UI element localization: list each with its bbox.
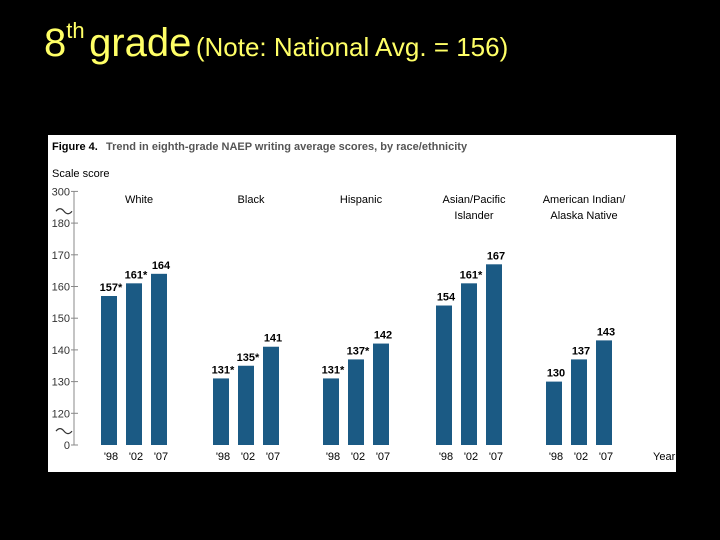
y-axis-title: Scale score [52,168,109,180]
group-label: Hispanic [340,194,383,206]
x-tick-label: '02 [351,451,365,463]
chart-figure: Figure 4. Trend in eighth-grade NAEP wri… [48,135,676,472]
bar-value-label: 137 [572,345,590,357]
group-label: Islander [454,210,493,222]
group-label: Alaska Native [550,210,617,222]
title-note: (Note: National Avg. = 156) [195,32,509,62]
group-label: White [125,194,153,206]
y-tick-label: 140 [52,345,70,357]
y-tick-label: 0 [64,440,70,452]
slide-title: 8th grade (Note: National Avg. = 156) [44,18,508,66]
y-tick-label: 300 [52,186,70,198]
bar-value-label: 142 [374,330,392,342]
bar-value-label: 141 [264,333,282,345]
bar [348,359,364,445]
x-tick-label: '02 [129,451,143,463]
title-main: grade [89,21,192,65]
y-tick-label: 150 [52,313,70,325]
x-tick-label: '07 [489,451,503,463]
x-tick-label: '98 [549,451,563,463]
x-tick-label: '02 [241,451,255,463]
x-tick-label: '02 [464,451,478,463]
bar [486,264,502,445]
y-tick-label: 160 [52,282,70,294]
x-tick-label: '07 [154,451,168,463]
y-tick-label: 130 [52,377,70,389]
bar-value-label: 164 [152,260,171,272]
bar [571,359,587,445]
bar-value-label: 161* [460,269,483,281]
bar [596,340,612,445]
x-tick-label: '98 [326,451,340,463]
bar-value-label: 161* [125,269,148,281]
group-label: Asian/Pacific [443,194,506,206]
x-tick-label: '98 [439,451,453,463]
x-tick-label: '07 [599,451,613,463]
title-superscript: th [66,18,85,43]
bar [323,378,339,445]
figure-caption-label: Figure 4. [52,141,98,153]
figure-caption-title: Trend in eighth-grade NAEP writing avera… [106,141,468,153]
bar [213,378,229,445]
bar-value-label: 143 [597,326,615,338]
bar-value-label: 131* [322,364,345,376]
group-label: Black [238,194,265,206]
x-tick-label: '07 [266,451,280,463]
bar-value-label: 137* [347,345,370,357]
plot-area: 0 120 130 140 150 160 170 180 300 White 157* '98 161… [52,186,627,463]
bar [126,283,142,445]
bar [101,296,117,445]
axis-break-icon [55,428,73,435]
axis-break-icon [55,208,73,215]
x-tick-label: '98 [104,451,118,463]
bar [461,283,477,445]
x-tick-label: '02 [574,451,588,463]
bar [436,305,452,445]
x-axis-title: Year [653,451,676,463]
x-tick-label: '98 [216,451,230,463]
bar [546,381,562,445]
x-tick-label: '07 [376,451,390,463]
title-prefix: 8 [44,21,67,65]
bar-chart: Figure 4. Trend in eighth-grade NAEP wri… [52,141,676,463]
bar-value-label: 131* [212,364,235,376]
y-tick-label: 180 [52,218,70,230]
bar-value-label: 135* [237,352,260,364]
y-tick-label: 120 [52,408,70,420]
bar [373,343,389,445]
bar-value-label: 167 [487,250,505,262]
group-label: American Indian/ [543,194,626,206]
bar [151,273,167,445]
bar-value-label: 154 [437,292,456,304]
bar-value-label: 130 [547,368,565,380]
bar [238,365,254,445]
bar-value-label: 157* [100,282,123,294]
y-tick-label: 170 [52,250,70,262]
bar [263,346,279,445]
